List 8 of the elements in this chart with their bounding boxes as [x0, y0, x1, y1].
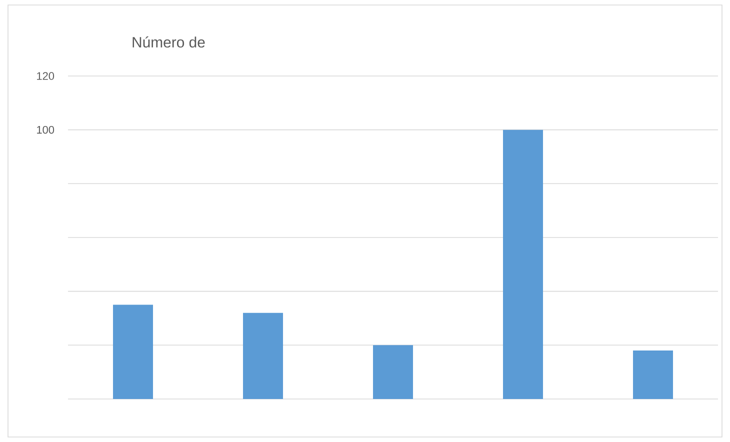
- y-tick-label: 100: [37, 126, 54, 134]
- bar: [373, 345, 414, 399]
- y-tick-label: 120: [37, 72, 54, 80]
- bar: [503, 130, 544, 399]
- bar: [243, 312, 284, 399]
- chart-title: Número de: [132, 36, 205, 48]
- bar: [113, 304, 154, 399]
- bar: [633, 350, 674, 399]
